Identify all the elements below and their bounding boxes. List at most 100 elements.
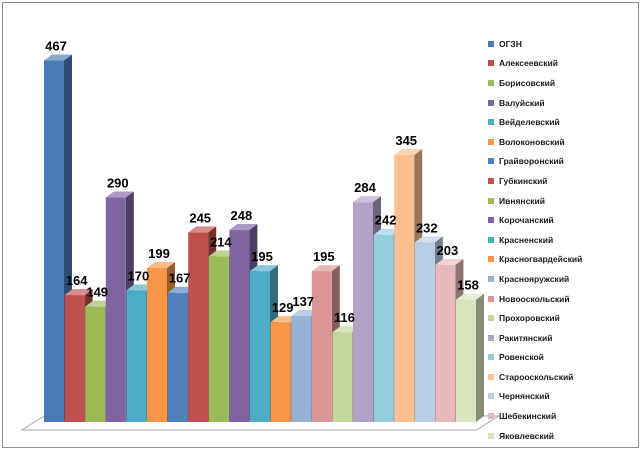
bar-front — [208, 256, 229, 422]
legend-label: Красногвардейский — [499, 254, 583, 265]
legend-swatch — [488, 119, 494, 126]
legend-swatch — [488, 373, 494, 380]
legend-item: Корочанский — [488, 210, 638, 230]
legend-label: Ивнянский — [499, 195, 545, 206]
legend-swatch — [488, 354, 494, 361]
legend-swatch — [488, 60, 494, 67]
legend-swatch — [488, 256, 494, 263]
data-label: 158 — [457, 278, 479, 293]
bar-top — [188, 226, 217, 233]
data-label: 467 — [45, 39, 67, 54]
legend-label: Корочанский — [499, 215, 554, 226]
legend-swatch — [488, 40, 494, 47]
bar-front — [456, 299, 476, 422]
legend-label: Ракитянский — [499, 332, 553, 343]
bar-front — [250, 271, 270, 422]
legend-item: Волоконовский — [488, 132, 638, 152]
data-label: 214 — [210, 234, 232, 249]
legend-swatch — [488, 295, 494, 302]
bar-top — [44, 54, 72, 61]
legend-swatch — [488, 334, 494, 341]
legend-swatch — [488, 413, 494, 420]
bar-front — [188, 232, 209, 422]
data-label: 248 — [231, 208, 253, 223]
bar-front — [373, 234, 394, 422]
data-label: 164 — [66, 273, 88, 288]
legend-item: Яковлевский — [488, 426, 638, 446]
legend-label: Ровенской — [499, 352, 544, 363]
bar-top — [147, 261, 175, 268]
bar-front — [394, 154, 415, 422]
bar-front — [105, 197, 126, 422]
legend-item: Алексеевский — [488, 54, 638, 74]
legend-item: Ровенской — [488, 348, 638, 368]
bar-top — [311, 265, 340, 272]
legend-item: Ивнянский — [488, 191, 638, 211]
bar-top — [105, 191, 134, 198]
bar-21 — [456, 293, 484, 422]
legend-label: Красненский — [499, 234, 554, 245]
data-label: 203 — [437, 243, 459, 258]
legend-item: Новооскольский — [488, 289, 638, 309]
data-label: 199 — [148, 246, 170, 261]
legend-label: Краснояружский — [499, 273, 570, 284]
bar-front — [64, 295, 85, 422]
legend-item: ОГЗН — [488, 34, 638, 54]
bar-front — [44, 60, 64, 423]
data-label: 232 — [416, 220, 438, 235]
legend-label: Грайворонский — [499, 156, 564, 167]
data-label: 116 — [334, 310, 355, 325]
bar-front — [270, 322, 291, 422]
legend-label: Волоконовский — [499, 136, 565, 147]
data-label: 129 — [272, 300, 294, 315]
legend-swatch — [488, 315, 494, 322]
bar-front — [167, 292, 188, 422]
legend-item: Чернянский — [488, 387, 638, 407]
bar-top — [394, 148, 423, 155]
bar-front — [147, 267, 167, 422]
bar-top — [414, 236, 443, 243]
legend-item: Старооскольский — [488, 367, 638, 387]
bar-front — [126, 290, 147, 422]
legend-label: Чернянский — [499, 391, 550, 402]
legend-item: Краснояружский — [488, 269, 638, 289]
data-label: 284 — [354, 180, 376, 195]
legend-swatch — [488, 177, 494, 184]
legend-label: ОГЗН — [499, 38, 522, 49]
legend-swatch — [488, 236, 494, 243]
legend-swatch — [488, 99, 494, 106]
legend-item: Вейделевский — [488, 112, 638, 132]
legend-item: Грайворонский — [488, 152, 638, 172]
legend-label: Валуйский — [499, 97, 545, 108]
bar-top — [64, 289, 93, 296]
data-label: 195 — [313, 249, 335, 264]
bar-group — [44, 54, 484, 423]
bar-front — [332, 332, 353, 422]
bar-front — [291, 315, 312, 422]
data-label: 167 — [169, 271, 191, 286]
legend-item: Шебекинский — [488, 406, 638, 426]
data-label: 137 — [292, 294, 314, 309]
legend-swatch — [488, 197, 494, 204]
legend-label: Яковлевский — [499, 430, 555, 441]
bar-front — [414, 242, 435, 422]
data-label: 149 — [86, 285, 108, 300]
legend-swatch — [488, 432, 494, 439]
legend-item: Красненский — [488, 230, 638, 250]
data-label: 345 — [395, 133, 417, 148]
legend-label: Борисовский — [499, 77, 556, 88]
legend-label: Прохоровский — [499, 313, 560, 324]
legend: ОГЗН Алексеевский Борисовский Валуйский Вейд… — [488, 34, 638, 445]
legend-swatch — [488, 158, 494, 165]
bar-top — [456, 293, 484, 300]
legend-label: Губкинский — [499, 175, 548, 186]
legend-label: Вейделевский — [499, 117, 560, 128]
bar-top — [353, 196, 381, 203]
legend-label: Старооскольский — [499, 371, 574, 382]
legend-item: Ракитянский — [488, 328, 638, 348]
legend-item: Валуйский — [488, 93, 638, 113]
legend-item: Красногвардейский — [488, 250, 638, 270]
legend-swatch — [488, 138, 494, 145]
